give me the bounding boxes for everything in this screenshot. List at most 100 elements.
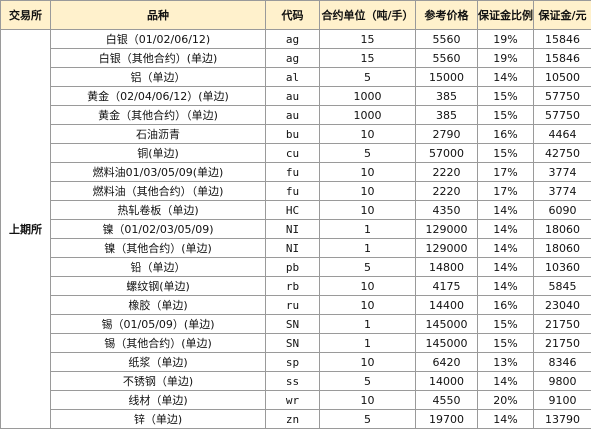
unit-cell: 1: [320, 315, 416, 334]
ratio-cell: 15%: [478, 87, 534, 106]
margin-cell: 9800: [534, 372, 591, 391]
unit-cell: 1: [320, 239, 416, 258]
header-row: 交易所品种代码合约单位（吨/手）参考价格保证金比例保证金/元: [1, 1, 591, 30]
code-cell: sp: [266, 353, 320, 372]
product-cell: 锌（单边): [51, 410, 266, 429]
product-cell: 不锈钢（单边): [51, 372, 266, 391]
product-cell: 燃料油01/03/05/09(单边): [51, 163, 266, 182]
product-cell: 线材（单边): [51, 391, 266, 410]
col-code-header: 代码: [266, 1, 320, 30]
product-cell: 黄金（02/04/06/12）(单边): [51, 87, 266, 106]
ratio-cell: 16%: [478, 125, 534, 144]
price-cell: 145000: [416, 315, 478, 334]
unit-cell: 10: [320, 391, 416, 410]
product-cell: 镍（01/02/03/05/09): [51, 220, 266, 239]
product-cell: 燃料油（其他合约）（单边): [51, 182, 266, 201]
table-header: 交易所品种代码合约单位（吨/手）参考价格保证金比例保证金/元: [1, 1, 591, 30]
margin-cell: 23040: [534, 296, 591, 315]
margin-cell: 18060: [534, 220, 591, 239]
unit-cell: 5: [320, 144, 416, 163]
product-cell: 黄金（其他合约）（单边): [51, 106, 266, 125]
price-cell: 129000: [416, 239, 478, 258]
ratio-cell: 16%: [478, 296, 534, 315]
margin-cell: 8346: [534, 353, 591, 372]
code-cell: ag: [266, 49, 320, 68]
margin-cell: 15846: [534, 49, 591, 68]
unit-cell: 5: [320, 372, 416, 391]
ratio-cell: 14%: [478, 201, 534, 220]
price-cell: 2220: [416, 182, 478, 201]
margin-cell: 9100: [534, 391, 591, 410]
code-cell: rb: [266, 277, 320, 296]
price-cell: 5560: [416, 30, 478, 49]
margin-cell: 5845: [534, 277, 591, 296]
ratio-cell: 14%: [478, 239, 534, 258]
price-cell: 4550: [416, 391, 478, 410]
price-cell: 14800: [416, 258, 478, 277]
unit-cell: 5: [320, 410, 416, 429]
margin-cell: 57750: [534, 106, 591, 125]
ratio-cell: 14%: [478, 68, 534, 87]
exchange-cell: 上期所: [1, 30, 51, 429]
price-cell: 145000: [416, 334, 478, 353]
margin-cell: 21750: [534, 315, 591, 334]
ratio-cell: 14%: [478, 372, 534, 391]
margin-cell: 3774: [534, 182, 591, 201]
ratio-cell: 20%: [478, 391, 534, 410]
code-cell: ag: [266, 30, 320, 49]
col-price-header: 参考价格: [416, 1, 478, 30]
ratio-cell: 15%: [478, 144, 534, 163]
price-cell: 2790: [416, 125, 478, 144]
product-cell: 石油沥青: [51, 125, 266, 144]
margin-cell: 57750: [534, 87, 591, 106]
product-cell: 白银（01/02/06/12): [51, 30, 266, 49]
unit-cell: 10: [320, 125, 416, 144]
price-cell: 15000: [416, 68, 478, 87]
unit-cell: 10: [320, 201, 416, 220]
price-cell: 57000: [416, 144, 478, 163]
ratio-cell: 14%: [478, 258, 534, 277]
code-cell: HC: [266, 201, 320, 220]
ratio-cell: 17%: [478, 182, 534, 201]
unit-cell: 10: [320, 182, 416, 201]
product-cell: 镍（其他合约）(单边): [51, 239, 266, 258]
product-cell: 铝（单边）: [51, 68, 266, 87]
unit-cell: 1000: [320, 106, 416, 125]
margin-cell: 13790: [534, 410, 591, 429]
price-cell: 2220: [416, 163, 478, 182]
code-cell: cu: [266, 144, 320, 163]
unit-cell: 15: [320, 30, 416, 49]
unit-cell: 5: [320, 68, 416, 87]
code-cell: ss: [266, 372, 320, 391]
col-product-header: 品种: [51, 1, 266, 30]
product-cell: 白银（其他合约）(单边): [51, 49, 266, 68]
code-cell: au: [266, 106, 320, 125]
unit-cell: 15: [320, 49, 416, 68]
code-cell: wr: [266, 391, 320, 410]
ratio-cell: 14%: [478, 410, 534, 429]
code-cell: SN: [266, 334, 320, 353]
unit-cell: 1: [320, 220, 416, 239]
margin-cell: 10360: [534, 258, 591, 277]
ratio-cell: 13%: [478, 353, 534, 372]
code-cell: pb: [266, 258, 320, 277]
margin-cell: 10500: [534, 68, 591, 87]
code-cell: fu: [266, 182, 320, 201]
code-cell: fu: [266, 163, 320, 182]
ratio-cell: 14%: [478, 220, 534, 239]
margin-cell: 15846: [534, 30, 591, 49]
